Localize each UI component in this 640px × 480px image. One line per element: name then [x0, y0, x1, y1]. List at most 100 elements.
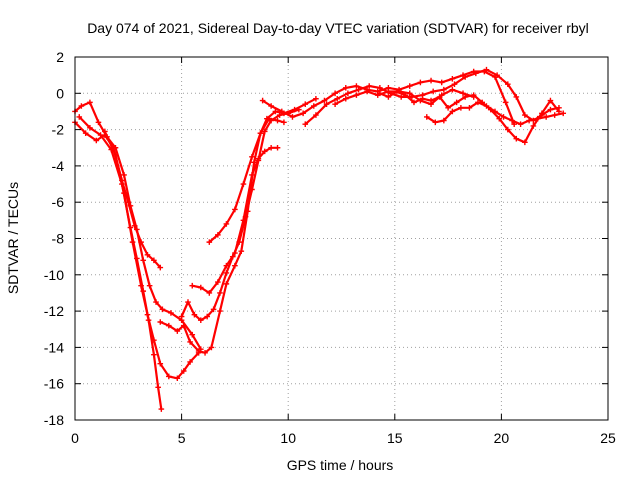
data-point: [441, 86, 447, 93]
data-point: [281, 119, 287, 126]
data-point: [453, 99, 460, 106]
y-tick-label: -10: [44, 267, 64, 283]
data-point: [302, 121, 309, 127]
data-point: [419, 95, 426, 102]
data-point: [232, 206, 238, 213]
series-trace-11: [332, 86, 477, 107]
data-point: [210, 306, 217, 313]
data-point: [342, 95, 349, 102]
data-point: [261, 148, 268, 155]
y-tick-label: -12: [44, 303, 64, 319]
data-point: [95, 119, 102, 126]
data-point: [547, 97, 554, 104]
data-point: [153, 299, 159, 305]
data-point: [462, 94, 468, 100]
data-point: [217, 308, 223, 314]
data-point: [131, 222, 138, 229]
series-line: [208, 117, 285, 244]
data-point: [430, 88, 436, 95]
data-point: [185, 299, 191, 305]
data-point: [509, 117, 515, 124]
data-point: [513, 94, 520, 100]
data-point: [522, 139, 528, 146]
data-point: [451, 81, 458, 88]
data-point: [428, 77, 434, 84]
data-point: [208, 344, 215, 351]
data-point: [223, 281, 230, 287]
data-point: [121, 172, 127, 178]
data-point: [377, 85, 383, 91]
data-point: [249, 172, 255, 178]
data-point: [112, 152, 119, 158]
data-point: [146, 282, 153, 289]
data-point: [151, 257, 157, 264]
data-point: [313, 112, 319, 118]
series-line: [180, 108, 300, 322]
data-point: [157, 360, 164, 367]
series-line: [159, 97, 317, 354]
data-point: [223, 221, 230, 227]
y-tick-label: -4: [52, 158, 65, 174]
data-point: [517, 121, 524, 127]
data-point: [166, 322, 172, 329]
data-point: [189, 331, 196, 338]
data-point: [189, 282, 196, 289]
data-point: [206, 239, 213, 245]
data-point: [364, 88, 370, 95]
series-line: [191, 146, 279, 294]
data-point: [402, 92, 409, 98]
data-point: [417, 79, 424, 86]
data-point: [458, 105, 464, 111]
data-point: [174, 375, 181, 382]
data-point: [197, 317, 204, 323]
data-point: [398, 94, 404, 100]
plot-area: [72, 66, 567, 412]
data-point: [310, 103, 317, 109]
data-point: [257, 130, 264, 137]
data-point: [534, 115, 541, 122]
data-point: [466, 105, 473, 111]
data-point: [268, 144, 274, 151]
data-point: [560, 110, 567, 117]
data-point: [240, 217, 247, 224]
data-point: [500, 114, 507, 120]
data-point: [174, 328, 181, 334]
data-point: [289, 114, 296, 120]
data-point: [268, 103, 274, 109]
y-tick-label: -6: [52, 194, 65, 210]
data-point: [87, 124, 93, 131]
data-point: [355, 86, 362, 93]
data-point: [223, 270, 230, 276]
y-tick-label: -14: [44, 339, 64, 355]
data-point: [445, 105, 451, 111]
data-point: [158, 406, 165, 412]
data-point: [168, 310, 174, 316]
data-point: [249, 154, 255, 160]
data-point: [449, 108, 456, 115]
data-point: [526, 117, 532, 124]
data-point: [302, 101, 309, 107]
data-point: [274, 144, 281, 151]
data-point: [462, 74, 468, 80]
y-tick-label: 0: [56, 85, 64, 101]
data-point: [102, 128, 108, 135]
data-point: [276, 112, 283, 118]
data-point: [202, 350, 208, 356]
series-trace-13: [423, 99, 567, 127]
data-point: [232, 262, 238, 269]
data-point: [187, 339, 193, 345]
data-point: [551, 112, 558, 118]
data-point: [406, 90, 413, 97]
y-tick-label: -2: [52, 122, 65, 138]
data-point: [215, 232, 221, 238]
data-point: [129, 239, 136, 245]
data-point: [238, 248, 245, 255]
data-point: [475, 99, 481, 106]
data-point: [385, 94, 392, 100]
data-point: [178, 313, 185, 320]
data-point: [432, 119, 439, 126]
data-point: [543, 114, 549, 120]
data-point: [496, 115, 503, 122]
